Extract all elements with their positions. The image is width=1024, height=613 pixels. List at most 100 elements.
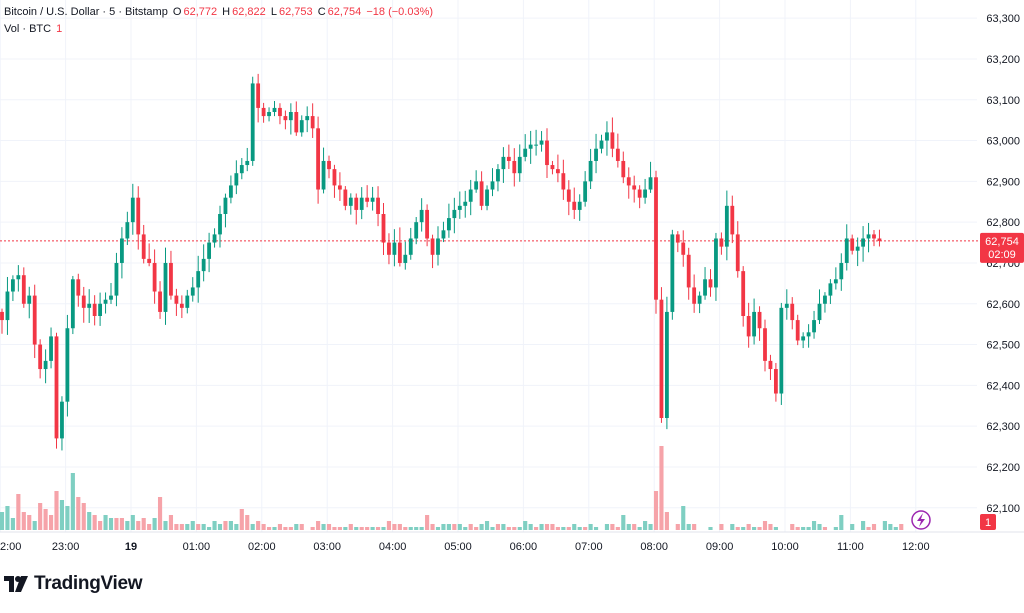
candle-body: [98, 303, 103, 316]
candle-body: [381, 214, 386, 243]
volume-bar: [316, 521, 321, 530]
legend-volume-value: 1: [56, 23, 63, 35]
candle-body: [773, 369, 778, 394]
candle-body: [572, 201, 577, 210]
candle-body: [501, 156, 506, 170]
x-tick-label: 09:00: [706, 541, 734, 553]
candle-body: [125, 222, 130, 239]
volume-bar: [741, 527, 746, 530]
volume-bar: [98, 521, 103, 530]
volume-bar: [403, 527, 408, 530]
candle-body: [190, 287, 195, 296]
volume-bar: [801, 527, 806, 530]
candle-body: [463, 201, 468, 206]
candle-body: [643, 189, 648, 198]
candle-body: [637, 189, 642, 198]
volume-bar: [119, 518, 124, 530]
volume-bar: [419, 527, 424, 530]
candle-body: [441, 230, 446, 239]
volume-bar: [806, 527, 811, 530]
x-tick-label: 2:00: [0, 541, 21, 553]
candle-body: [261, 107, 266, 117]
candle-body: [555, 169, 560, 174]
price-chart[interactable]: 63,300 63,200 63,100 63,000 62,900 62,800 62,7…: [0, 0, 1024, 560]
volume-bar: [359, 527, 364, 530]
candle-body: [866, 234, 871, 239]
volume-bar: [790, 524, 795, 530]
candle-body: [169, 262, 173, 296]
volume-bar: [239, 509, 244, 530]
candle-body: [392, 242, 397, 255]
legend-volume-label[interactable]: Vol · BTC: [4, 23, 52, 35]
legend-symbol[interactable]: Bitcoin / U.S. Dollar · 5 · Bitstamp: [4, 6, 168, 18]
volume-bar: [392, 524, 397, 530]
candle-body: [877, 238, 882, 241]
candle-body: [136, 197, 141, 235]
volume-bar: [479, 524, 484, 530]
candle-body: [70, 279, 75, 329]
candle-body: [457, 205, 462, 210]
candle-body: [288, 112, 293, 121]
volume-bar: [386, 521, 392, 530]
candle-body: [92, 303, 97, 316]
volume-bar: [81, 503, 86, 530]
candle-body: [648, 177, 653, 190]
x-tick-label: 12:00: [902, 541, 930, 553]
price-axis[interactable]: 63,300 63,200 63,100 63,000 62,900 62,800 62,7…: [986, 13, 1020, 515]
volume-bar: [664, 512, 669, 530]
candle-body: [365, 197, 370, 202]
candle-body: [158, 291, 162, 312]
legend-close-value: 62,754: [327, 6, 362, 18]
volume-bar: [468, 524, 473, 530]
volume-bar: [163, 521, 168, 530]
x-tick-label: 05:00: [444, 541, 472, 553]
candle-body: [32, 295, 37, 345]
candle-body: [430, 238, 435, 255]
candle-body: [130, 197, 135, 223]
candle-body: [27, 295, 32, 304]
volume-bar: [501, 524, 506, 530]
time-axis[interactable]: 2:00 23:00 19 01:00 02:00 03:00 04:00 05:00 06:0…: [0, 531, 1024, 553]
candle-body: [354, 197, 359, 210]
candle-body: [485, 189, 489, 206]
flash-icon[interactable]: [911, 510, 931, 530]
volume-bar: [277, 524, 283, 530]
candle-body: [212, 234, 217, 243]
candle-body: [479, 181, 484, 206]
x-tick-label: 03:00: [313, 541, 341, 553]
volume-bar: [457, 524, 462, 530]
volume-bar: [16, 494, 21, 530]
volume-bar: [272, 527, 277, 530]
candle-body: [299, 120, 304, 133]
candle-body: [577, 201, 582, 210]
volume-bar: [234, 524, 239, 530]
volume-bar: [196, 524, 201, 530]
candle-body: [250, 83, 255, 161]
volume-bar: [615, 527, 620, 530]
volume-bar: [190, 521, 195, 530]
candle-body: [425, 209, 430, 239]
candle-body: [283, 116, 288, 121]
candle-body: [752, 311, 757, 337]
volume-bar: [539, 524, 544, 530]
candle-body: [305, 116, 310, 121]
candle-body: [670, 234, 675, 312]
candle-body: [801, 336, 806, 341]
candle-body: [272, 107, 277, 112]
candle-body: [817, 303, 822, 321]
volume-bar: [593, 527, 599, 530]
volume-bar: [555, 527, 560, 530]
legend-low-label: L: [270, 6, 277, 18]
volume-bar: [108, 518, 114, 530]
volume-bar: [435, 527, 441, 530]
tradingview-logo[interactable]: TradingView: [4, 573, 143, 595]
volume-bar: [523, 521, 528, 530]
candle-body: [850, 238, 855, 251]
candle-body: [784, 303, 789, 308]
x-tick-label: 07:00: [575, 541, 603, 553]
volume-bar: [893, 527, 898, 530]
candle-body: [621, 160, 626, 178]
volume-bar: [0, 512, 5, 530]
candle-body: [659, 299, 664, 418]
candle-body: [779, 307, 784, 394]
